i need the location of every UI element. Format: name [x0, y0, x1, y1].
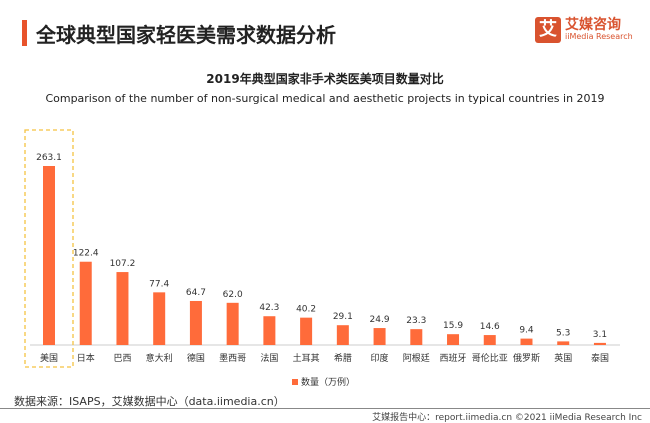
data-label: 62.0 [223, 290, 243, 300]
divider [0, 408, 650, 409]
bar [116, 272, 129, 345]
bar [410, 329, 423, 345]
legend-swatch [292, 378, 298, 385]
tick-label: 希腊 [334, 352, 352, 364]
tick-label: 印度 [371, 352, 389, 364]
bar [373, 328, 386, 345]
data-label: 263.1 [36, 153, 62, 163]
data-label: 107.2 [110, 259, 136, 269]
tick-label: 日本 [77, 352, 95, 364]
bar [79, 261, 92, 345]
data-label: 29.1 [333, 312, 353, 322]
highlight-box [24, 129, 74, 368]
title-accent [22, 20, 27, 46]
data-label: 77.4 [149, 279, 169, 289]
data-label: 9.4 [519, 326, 534, 336]
data-source: 数据来源：ISAPS，艾媒数据中心（data.iimedia.cn） [14, 395, 285, 408]
bar [557, 341, 570, 345]
bar [43, 166, 55, 345]
tick-label: 美国 [40, 352, 58, 364]
chart-subtitle: Comparison of the number of non-surgical… [45, 92, 605, 105]
bar [189, 300, 202, 345]
bar [300, 317, 313, 345]
data-label: 5.3 [556, 328, 570, 338]
bar [520, 338, 533, 345]
logo-en: iiMedia Research [565, 32, 633, 41]
tick-label: 法国 [260, 352, 278, 364]
tick-label: 泰国 [591, 352, 609, 364]
bar [336, 325, 349, 345]
data-label: 122.4 [73, 249, 99, 259]
bar [226, 302, 239, 345]
bar [153, 292, 166, 345]
data-label: 14.6 [480, 322, 500, 332]
tick-label: 西班牙 [440, 352, 467, 364]
data-label: 42.3 [259, 303, 279, 313]
bar [593, 342, 606, 345]
data-label: 24.9 [370, 315, 390, 325]
legend: 数量（万例） [292, 375, 355, 388]
bar [483, 335, 496, 345]
logo: 艾 艾媒咨询 iiMedia Research [535, 17, 633, 43]
page-title: 全球典型国家轻医美需求数据分析 [36, 23, 336, 47]
chart-title: 2019年典型国家非手术类医美项目数量对比 [206, 72, 444, 86]
tick-label: 哥伦比亚 [472, 352, 508, 364]
bar [447, 334, 460, 345]
data-label: 23.3 [406, 316, 426, 326]
data-label: 40.2 [296, 305, 316, 315]
data-label: 64.7 [186, 288, 206, 298]
logo-mark: 艾 [535, 17, 561, 43]
data-label: 15.9 [443, 321, 463, 331]
tick-label: 土耳其 [293, 352, 320, 364]
legend-label: 数量（万例） [301, 378, 356, 388]
bar [263, 316, 276, 345]
tick-label: 阿根廷 [403, 352, 430, 364]
tick-label: 意大利 [146, 352, 173, 364]
footer-credit: 艾媒报告中心：report.iimedia.cn ©2021 iiMedia R… [372, 413, 642, 423]
tick-label: 俄罗斯 [513, 352, 540, 364]
tick-label: 墨西哥 [219, 353, 246, 364]
tick-label: 巴西 [113, 353, 131, 364]
tick-label: 德国 [187, 352, 205, 364]
logo-cn: 艾媒咨询 [565, 17, 621, 33]
tick-label: 英国 [554, 352, 572, 364]
data-label: 3.1 [593, 330, 607, 340]
